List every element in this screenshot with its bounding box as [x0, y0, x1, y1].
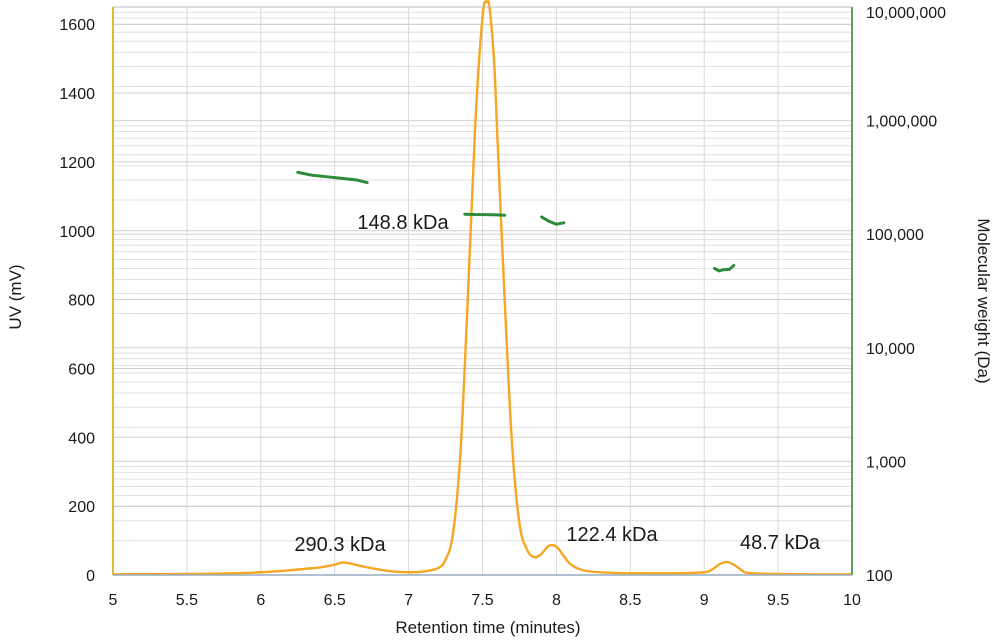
x-tick-label: 5.5 — [176, 592, 198, 609]
grid — [112, 7, 853, 576]
x-tick-label: 7 — [404, 592, 413, 609]
y-right-tick-label: 100,000 — [866, 227, 924, 244]
y-left-tick-label: 1400 — [59, 86, 95, 103]
y-left-tick-label: 800 — [68, 293, 95, 310]
mw-segment-2 — [463, 212, 507, 217]
y-right-tick-label: 1,000,000 — [866, 114, 937, 131]
x-tick-label: 8.5 — [619, 592, 641, 609]
x-tick-label: 9 — [700, 592, 709, 609]
y-right-tick-label: 10,000 — [866, 341, 915, 358]
y-left-tick-label: 1600 — [59, 17, 95, 34]
y-left-tick-label: 1000 — [59, 224, 95, 241]
annotation-122kda: 122.4 kDa — [566, 524, 658, 546]
y-left-tick-label: 1200 — [59, 155, 95, 172]
y-left-tick-label: 600 — [68, 361, 95, 378]
y-left-tick-label: 400 — [68, 430, 95, 447]
annotation-290kda: 290.3 kDa — [294, 534, 386, 556]
mw-segment-4 — [713, 264, 736, 273]
x-tick-label: 6 — [256, 592, 265, 609]
mw-segment-3 — [540, 215, 566, 226]
y-left-tick-label: 200 — [68, 499, 95, 516]
x-axis-title: Retention time (minutes) — [395, 618, 580, 637]
x-tick-label: 5 — [109, 592, 118, 609]
x-tick-label: 6.5 — [324, 592, 346, 609]
y-left-tick-label: 0 — [86, 568, 95, 585]
mw-segment-1 — [296, 170, 369, 185]
y-right-tick-label: 1,000 — [866, 454, 906, 471]
y-axis-title-left: UV (mV) — [6, 264, 25, 329]
annotation-48kda: 48.7 kDa — [740, 532, 821, 554]
x-tick-label: 8 — [552, 592, 561, 609]
plot-series — [112, 0, 853, 576]
x-tick-label: 7.5 — [471, 592, 493, 609]
y-right-tick-label: 10,000,000 — [866, 5, 946, 22]
y-right-tick-label: 100 — [866, 568, 893, 585]
y-axis-title-right: Molecular weight (Da) — [974, 218, 993, 383]
annotation-148kda: 148.8 kDa — [357, 212, 449, 234]
uv-trace-line — [112, 0, 853, 576]
x-tick-label: 10 — [843, 592, 861, 609]
tick-labels: 5 5.5 6 6.5 7 7.5 8 8.5 9 9.5 10020040060080010001… — [59, 5, 946, 609]
axes — [112, 6, 853, 576]
x-tick-label: 9.5 — [767, 592, 789, 609]
